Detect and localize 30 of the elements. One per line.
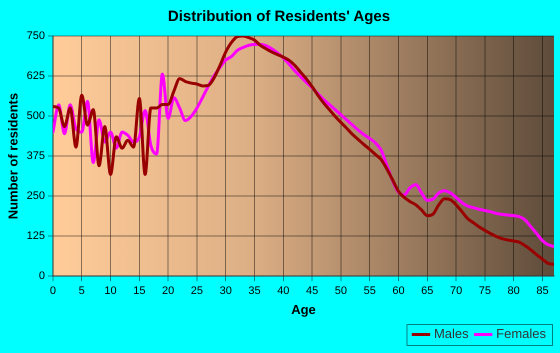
x-tick-label: 35 (248, 284, 261, 297)
legend-label: Females (496, 326, 546, 342)
x-tick-label: 65 (421, 284, 434, 297)
x-tick-label: 60 (392, 284, 405, 297)
x-tick-label: 70 (450, 284, 462, 297)
y-tick-label: 625 (26, 70, 45, 82)
y-tick-label: 500 (26, 110, 45, 122)
x-tick-label: 30 (220, 284, 232, 297)
y-tick-label: 750 (26, 30, 45, 42)
x-tick-label: 20 (162, 284, 174, 297)
x-tick-label: 50 (334, 284, 348, 297)
x-tick-label: 80 (508, 284, 520, 297)
x-tick-label: 85 (536, 284, 549, 297)
x-tick-label: 40 (277, 284, 290, 297)
y-axis-title: Number of residents (5, 92, 20, 220)
x-axis-title: Age (291, 302, 316, 317)
legend-label: Males (434, 326, 470, 342)
x-tick-label: 5 (78, 284, 85, 297)
y-tick-label: 250 (26, 190, 45, 202)
x-tick-label: 25 (190, 284, 204, 297)
x-tick-label: 15 (133, 284, 146, 297)
x-tick-label: 0 (50, 284, 56, 297)
chart-title: Distribution of Residents' Ages (168, 8, 390, 26)
y-tick-label: 375 (26, 150, 45, 162)
y-tick-label: 0 (38, 270, 45, 282)
x-tick-label: 45 (306, 284, 318, 297)
x-tick-label: 55 (364, 284, 376, 297)
y-tick-label: 125 (26, 230, 45, 242)
x-tick-label: 75 (478, 284, 492, 297)
x-tick-label: 10 (104, 284, 117, 297)
